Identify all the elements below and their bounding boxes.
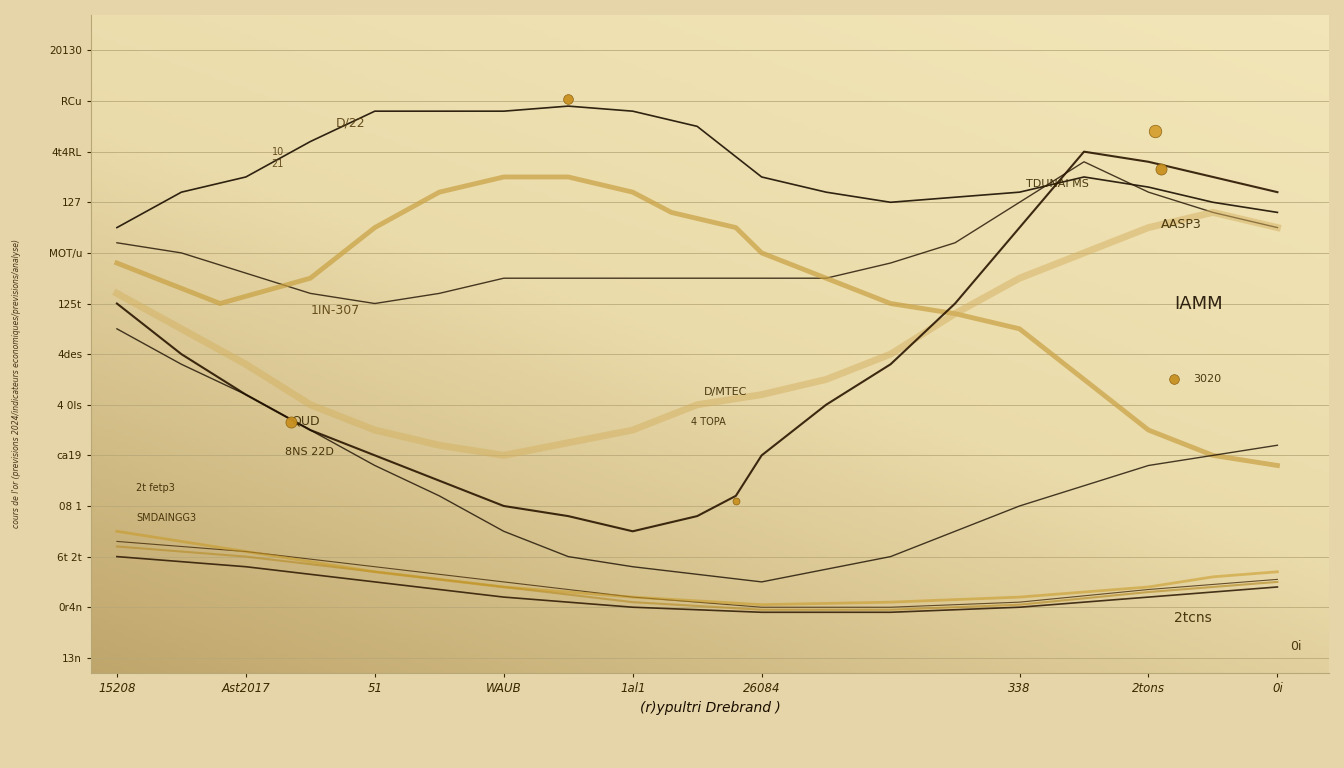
Text: 10
21: 10 21 xyxy=(271,147,284,169)
Text: 2t fetp3: 2t fetp3 xyxy=(136,483,175,493)
Text: 2tcns: 2tcns xyxy=(1175,611,1212,625)
Text: QUD: QUD xyxy=(292,415,320,428)
Text: 8NS 22D: 8NS 22D xyxy=(285,448,333,458)
Text: AASP3: AASP3 xyxy=(1161,217,1202,230)
Text: TDUNAI MS: TDUNAI MS xyxy=(1025,179,1089,189)
Text: cours de l'or (previsions 2024/indicateurs economiques/previsions/analyse): cours de l'or (previsions 2024/indicateu… xyxy=(12,240,20,528)
Text: 1IN-307: 1IN-307 xyxy=(310,303,360,316)
Text: 0i: 0i xyxy=(1290,641,1302,654)
Text: 3020: 3020 xyxy=(1193,374,1222,384)
Text: D/MTEC: D/MTEC xyxy=(704,386,747,396)
Text: SMDAINGG3: SMDAINGG3 xyxy=(136,513,196,523)
Text: D/22: D/22 xyxy=(336,117,366,129)
X-axis label: (r)ypultri Drebrand ): (r)ypultri Drebrand ) xyxy=(640,700,781,714)
Text: IAMM: IAMM xyxy=(1175,295,1223,313)
Text: 4 TOPA: 4 TOPA xyxy=(691,417,726,427)
